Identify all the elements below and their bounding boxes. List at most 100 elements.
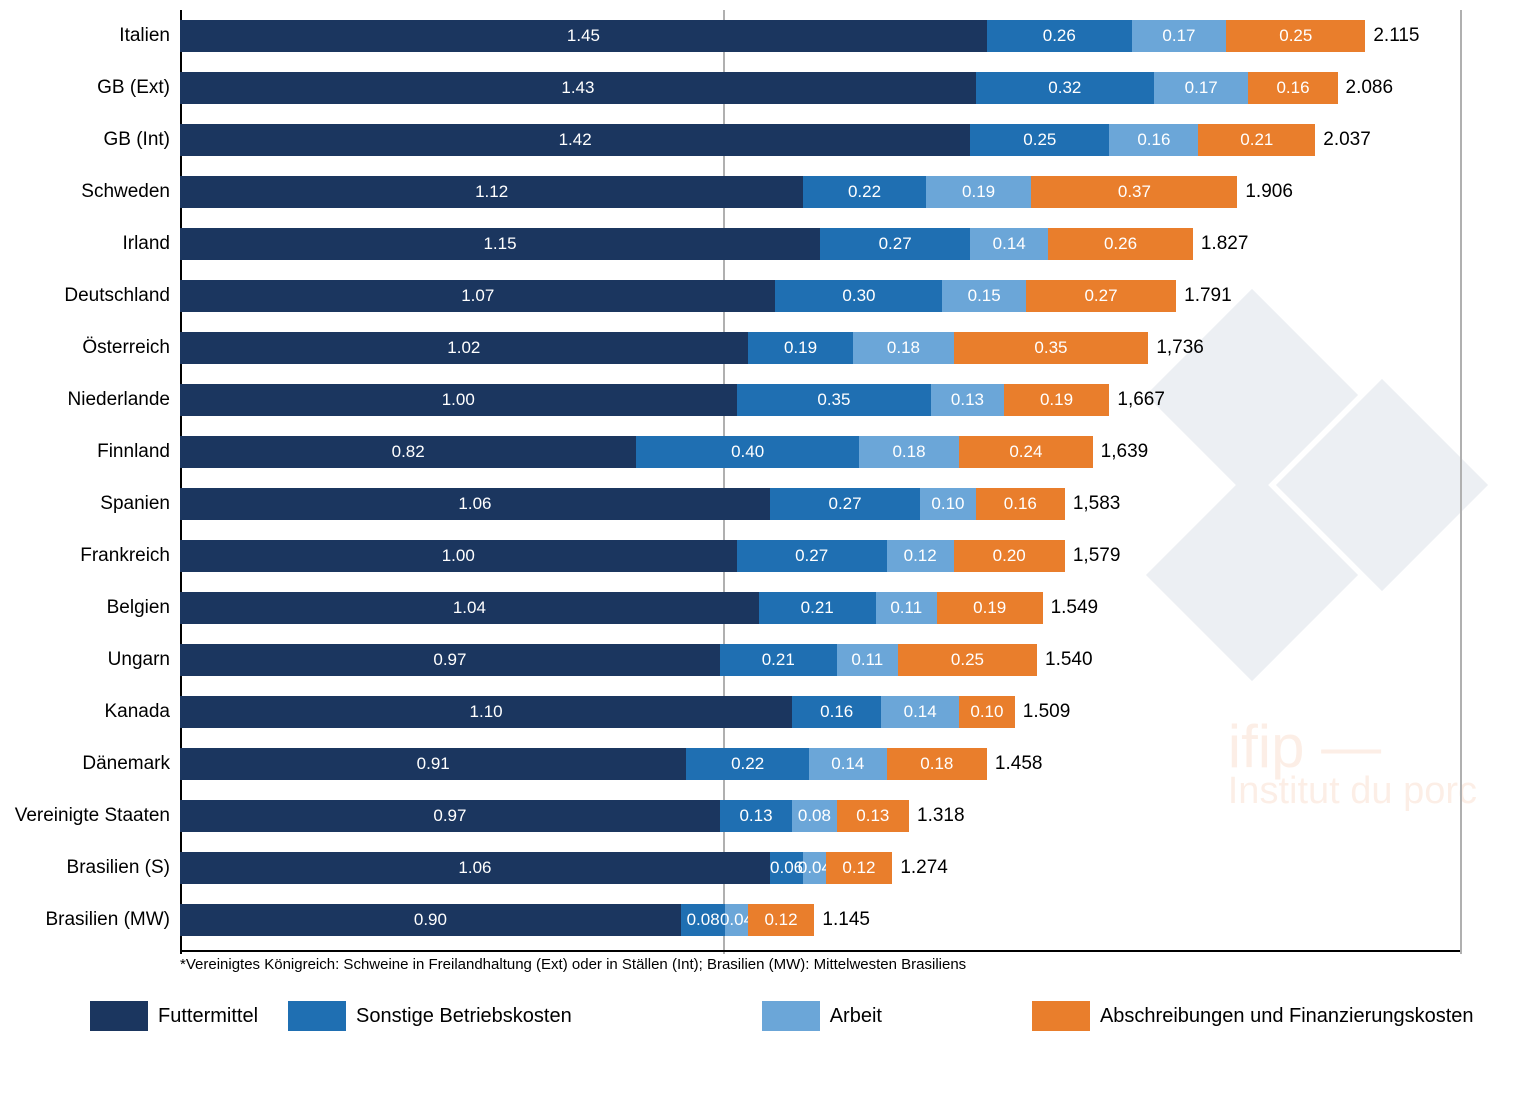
gridline [1460,10,1462,954]
bar-segment-futtermittel: 1.12 [180,176,803,208]
bar-segment-abschr: 0.10 [959,696,1015,728]
bar-segment-futtermittel: 1.43 [180,72,976,104]
bar-segment-abschr: 0.19 [937,592,1043,624]
bar-total: 1,736 [1156,337,1204,359]
legend-item-arbeit: Arbeit [762,1001,882,1031]
chart-legend: Futtermittel Sonstige Betriebskosten Arbei… [90,1001,1517,1031]
category-label: Ungarn [0,649,170,671]
bar-row: Belgien1.040.210.110.191.549 [180,582,1460,634]
bar-total: 1.458 [995,753,1043,775]
bar-row: Ungarn0.970.210.110.251.540 [180,634,1460,686]
bar-total: 1.274 [900,857,948,879]
bar-segment-sonstige: 0.22 [686,748,808,780]
bar-segment-abschr: 0.26 [1048,228,1193,260]
bar-segment-abschr: 0.25 [1226,20,1365,52]
legend-label: Abschreibungen und Finanzierungskosten [1100,1005,1474,1028]
bar-total: 1,667 [1117,389,1165,411]
legend-swatch [762,1001,820,1031]
bar-total: 1,579 [1073,545,1121,567]
bar-segment-arbeit: 0.15 [942,280,1025,312]
bar-total: 1.549 [1051,597,1099,619]
category-label: GB (Ext) [0,77,170,99]
bar-segment-arbeit: 0.14 [809,748,887,780]
bar-total: 1.509 [1023,701,1071,723]
bar-segment-arbeit: 0.11 [837,644,898,676]
category-label: Belgien [0,597,170,619]
bar-segment-arbeit: 0.14 [881,696,959,728]
bar-segment-futtermittel: 1.15 [180,228,820,260]
bar-segment-sonstige: 0.13 [720,800,792,832]
bar-segment-sonstige: 0.26 [987,20,1132,52]
bar-segment-arbeit: 0.11 [876,592,937,624]
category-label: Kanada [0,701,170,723]
bar-segment-arbeit: 0.10 [920,488,976,520]
bar-segment-abschr: 0.13 [837,800,909,832]
bar-segment-futtermittel: 0.97 [180,800,720,832]
bar-stack: 0.970.210.110.25 [180,644,1037,676]
bar-segment-abschr: 0.20 [954,540,1065,572]
legend-label: Sonstige Betriebskosten [356,1005,572,1028]
bar-total: 1.791 [1184,285,1232,307]
legend-item-abschr: Abschreibungen und Finanzierungskosten [1032,1001,1474,1031]
bar-total: 2.086 [1346,77,1394,99]
bar-stack: 1.070.300.150.27 [180,280,1176,312]
bar-segment-sonstige: 0.21 [759,592,876,624]
bar-segment-arbeit: 0.04 [725,904,747,936]
bar-total: 1.145 [822,909,870,931]
bar-stack: 1.000.350.130.19 [180,384,1109,416]
bar-segment-abschr: 0.16 [1248,72,1337,104]
category-label: Deutschland [0,285,170,307]
bar-stack: 1.450.260.170.25 [180,20,1365,52]
bar-segment-futtermittel: 1.06 [180,488,770,520]
bar-row: GB (Ext)1.430.320.170.162.086 [180,62,1460,114]
bar-segment-abschr: 0.12 [826,852,893,884]
bar-segment-futtermittel: 1.45 [180,20,987,52]
bar-segment-arbeit: 0.04 [803,852,825,884]
legend-label: Arbeit [830,1005,882,1028]
bar-row: Vereinigte Staaten0.970.130.080.131.318 [180,790,1460,842]
bar-segment-abschr: 0.21 [1198,124,1315,156]
bar-segment-abschr: 0.24 [959,436,1093,468]
bar-segment-futtermittel: 1.02 [180,332,748,364]
bar-segment-arbeit: 0.12 [887,540,954,572]
stacked-bar-chart: Italien1.450.260.170.252.115 GB (Ext) 1.43… [0,0,1517,1031]
category-label: Österreich [0,337,170,359]
bar-segment-sonstige: 0.27 [820,228,970,260]
bar-segment-sonstige: 0.27 [770,488,920,520]
bar-stack: 1.060.060.040.12 [180,852,892,884]
bar-segment-sonstige: 0.21 [720,644,837,676]
bar-total: 2.037 [1323,129,1371,151]
bar-segment-abschr: 0.12 [748,904,815,936]
bar-stack: 1.420.250.160.21 [180,124,1315,156]
x-axis [180,950,1460,952]
bar-stack: 1.120.220.190.37 [180,176,1237,208]
bar-row: Österreich1.020.190.180.351,736 [180,322,1460,374]
bar-stack: 1.100.160.140.10 [180,696,1015,728]
bar-row: Frankreich1.000.270.120.201,579 [180,530,1460,582]
bar-segment-arbeit: 0.18 [859,436,959,468]
bar-segment-futtermittel: 1.00 [180,384,737,416]
bar-row: Irland1.150.270.140.261.827 [180,218,1460,270]
bar-row: Kanada1.100.160.140.101.509 [180,686,1460,738]
bar-row: Italien1.450.260.170.252.115 [180,10,1460,62]
bar-segment-sonstige: 0.25 [970,124,1109,156]
category-label: GB (Int) [0,129,170,151]
bar-segment-arbeit: 0.13 [931,384,1003,416]
bar-row: Finnland0.820.400.180.241,639 [180,426,1460,478]
bar-total: 1.827 [1201,233,1249,255]
legend-swatch [288,1001,346,1031]
category-label: Irland [0,233,170,255]
bar-stack: 1.150.270.140.26 [180,228,1193,260]
bar-segment-sonstige: 0.22 [803,176,925,208]
bar-segment-sonstige: 0.16 [792,696,881,728]
bar-row: Spanien1.060.270.100.161,583 [180,478,1460,530]
bar-segment-abschr: 0.19 [1004,384,1110,416]
category-label: Finnland [0,441,170,463]
bar-row: Brasilien (MW)0.900.080.040.121.145 [180,894,1460,946]
bar-segment-abschr: 0.27 [1026,280,1176,312]
bar-segment-futtermittel: 0.90 [180,904,681,936]
legend-item-futtermittel: Futtermittel [90,1001,258,1031]
bar-segment-sonstige: 0.32 [976,72,1154,104]
bar-total: 1.906 [1245,181,1293,203]
bar-stack: 1.020.190.180.35 [180,332,1148,364]
